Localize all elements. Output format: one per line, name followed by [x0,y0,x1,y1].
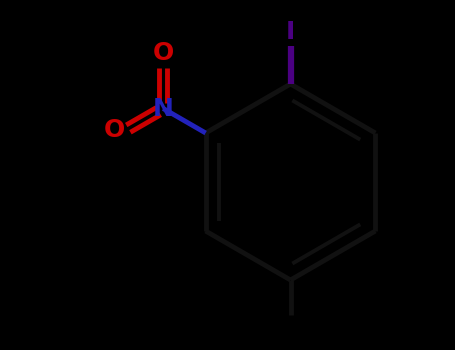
Text: O: O [104,118,125,141]
Text: N: N [153,97,174,120]
Text: O: O [152,41,174,65]
Text: I: I [286,20,295,44]
